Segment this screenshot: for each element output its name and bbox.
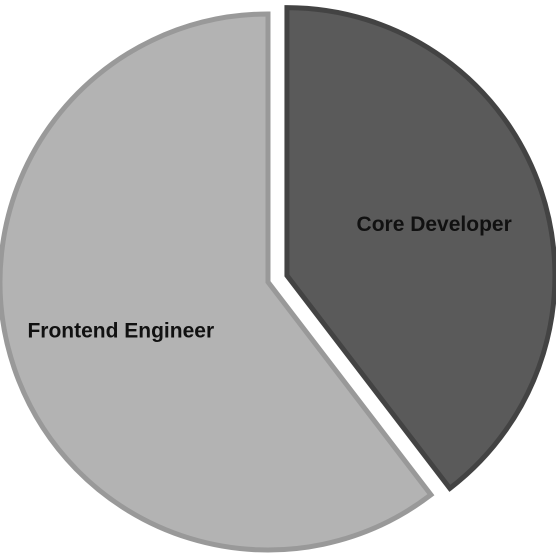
pie-slice-frontend-engineer [0,11,435,553]
pie-slice-core-developer [284,5,556,492]
pie-slices [0,5,556,553]
pie-label-core-developer: Core Developer [357,213,512,236]
pie-label-frontend-engineer: Frontend Engineer [27,319,214,342]
pie-labels: Core Developer Frontend Engineer [27,213,511,342]
